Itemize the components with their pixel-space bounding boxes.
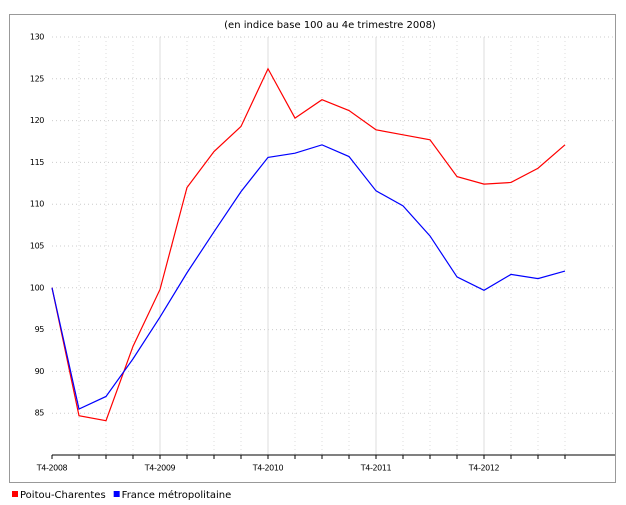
series-line — [51, 144, 566, 410]
y-tick-label: 125 — [30, 74, 44, 83]
legend-label: Poitou-Charentes — [20, 490, 106, 501]
y-tick-label: 110 — [30, 200, 44, 209]
y-tick-label: 90 — [35, 367, 45, 376]
y-tick-label: 120 — [30, 116, 44, 125]
frame — [9, 14, 616, 483]
y-tick-label: 130 — [30, 33, 44, 42]
x-tick-label: T4-2010 — [252, 464, 284, 473]
x-tick-label: T4-2012 — [468, 464, 500, 473]
legend-label: France métropolitaine — [122, 489, 232, 501]
x-tick-label: T4-2008 — [36, 464, 68, 473]
y-tick-label: 100 — [30, 283, 44, 292]
x-tick-label: T4-2009 — [144, 464, 176, 473]
y-tick-label: 115 — [30, 158, 44, 167]
y-tick-label: 85 — [35, 409, 45, 418]
series-line — [51, 67, 566, 422]
legend-swatch — [12, 491, 18, 497]
y-tick-label: 105 — [30, 242, 44, 251]
y-tick-label: 95 — [35, 325, 45, 334]
legend-swatch — [113, 491, 120, 497]
chart-title: (en indice base 100 au 4e trimestre 2008… — [224, 20, 436, 31]
x-tick-label: T4-2011 — [360, 464, 392, 473]
